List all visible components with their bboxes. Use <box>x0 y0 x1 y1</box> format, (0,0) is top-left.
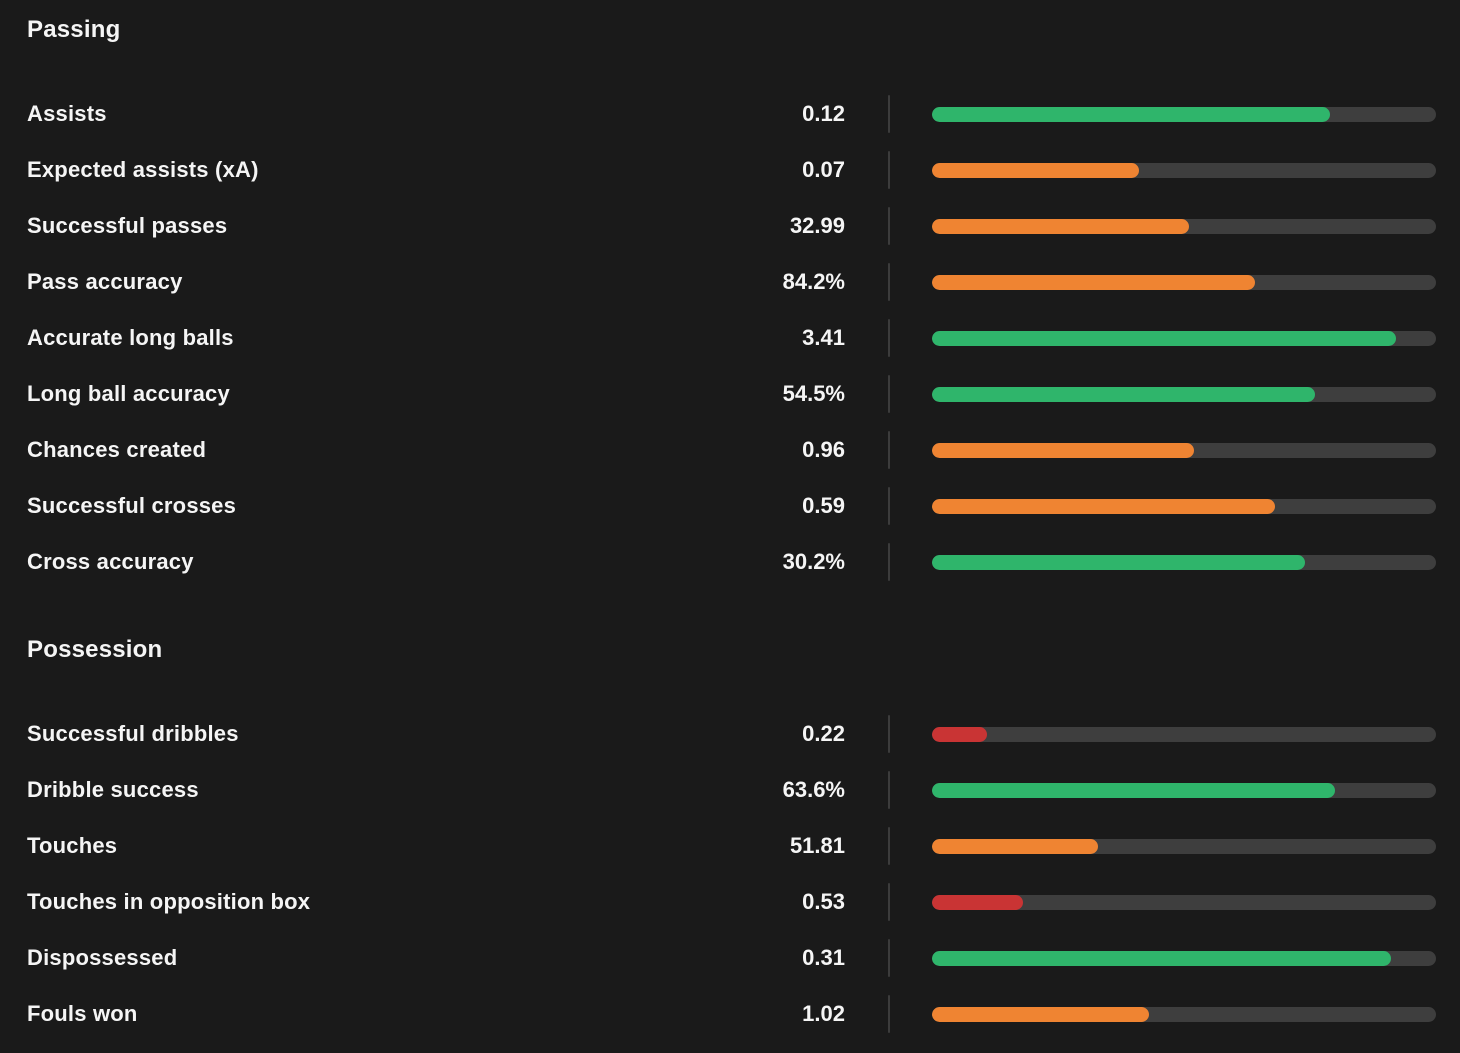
stat-value: 0.07 <box>802 157 845 182</box>
stat-value: 30.2% <box>782 549 845 574</box>
stat-bar-track <box>932 162 1436 178</box>
stat-label: Fouls won <box>27 1001 138 1026</box>
stat-bar-fill <box>932 838 1099 854</box>
stat-value: 32.99 <box>789 213 845 238</box>
stat-bar-fill <box>932 330 1396 346</box>
stat-value: 1.02 <box>802 1001 845 1026</box>
stat-row: Dispossessed 0.31 <box>27 930 1436 986</box>
stat-bar-fill <box>932 218 1190 234</box>
stat-bar-fill <box>932 1006 1149 1022</box>
stat-label: Successful dribbles <box>27 721 239 746</box>
value-bar-divider <box>887 319 890 357</box>
stat-bar-track <box>932 894 1436 910</box>
stat-label: Successful passes <box>27 213 228 238</box>
stat-bar-fill <box>932 950 1391 966</box>
value-bar-divider <box>887 543 890 581</box>
section-title: Passing <box>27 16 121 43</box>
stat-label: Accurate long balls <box>27 325 234 350</box>
stat-value: 0.96 <box>802 437 845 462</box>
value-bar-divider <box>887 431 890 469</box>
stat-bar-track <box>932 1006 1436 1022</box>
stat-value: 0.22 <box>802 721 845 746</box>
stat-bar-fill <box>932 782 1336 798</box>
section-title: Possession <box>27 636 163 663</box>
stat-label: Dispossessed <box>27 945 178 970</box>
stat-bar-track <box>932 386 1436 402</box>
stat-row: Cross accuracy 30.2% <box>27 534 1436 590</box>
stat-bar-fill <box>932 498 1275 514</box>
stat-label: Assists <box>27 101 107 126</box>
stat-row: Successful crosses 0.59 <box>27 478 1436 534</box>
stat-row: Accurate long balls 3.41 <box>27 310 1436 366</box>
stat-row: Fouls won 1.02 <box>27 986 1436 1042</box>
value-bar-divider <box>887 207 890 245</box>
stat-row: Touches in opposition box 0.53 <box>27 874 1436 930</box>
stat-value: 54.5% <box>782 381 845 406</box>
value-bar-divider <box>887 95 890 133</box>
stat-bar-fill <box>932 554 1305 570</box>
stat-label: Chances created <box>27 437 207 462</box>
stat-label: Touches <box>27 833 118 858</box>
stat-bar-track <box>932 838 1436 854</box>
stat-bar-track <box>932 782 1436 798</box>
stats-section: Possession Successful dribbles 0.22 Drib… <box>27 632 1436 1042</box>
stat-value: 0.12 <box>802 101 845 126</box>
stat-row: Long ball accuracy 54.5% <box>27 366 1436 422</box>
stat-label: Touches in opposition box <box>27 889 311 914</box>
section-rows: Assists 0.12 Expected assists (xA) 0.07 … <box>27 86 1436 590</box>
stat-row: Successful dribbles 0.22 <box>27 706 1436 762</box>
section-rows: Successful dribbles 0.22 Dribble success… <box>27 706 1436 1042</box>
stat-bar-track <box>932 442 1436 458</box>
stat-bar-fill <box>932 442 1195 458</box>
stat-bar-track <box>932 726 1436 742</box>
value-bar-divider <box>887 151 890 189</box>
stat-row: Assists 0.12 <box>27 86 1436 142</box>
value-bar-divider <box>887 263 890 301</box>
stat-row: Touches 51.81 <box>27 818 1436 874</box>
stat-value: 0.59 <box>802 493 845 518</box>
stat-bar-fill <box>932 106 1331 122</box>
value-bar-divider <box>887 827 890 865</box>
stat-label: Pass accuracy <box>27 269 183 294</box>
stat-label: Long ball accuracy <box>27 381 230 406</box>
stats-section: Passing Assists 0.12 Expected assists (x… <box>27 12 1436 590</box>
stat-value: 63.6% <box>782 777 845 802</box>
stat-row: Expected assists (xA) 0.07 <box>27 142 1436 198</box>
stat-row: Pass accuracy 84.2% <box>27 254 1436 310</box>
stat-value: 0.31 <box>802 945 845 970</box>
stat-label: Dribble success <box>27 777 199 802</box>
stat-bar-track <box>932 554 1436 570</box>
stat-row: Successful passes 32.99 <box>27 198 1436 254</box>
stat-bar-track <box>932 950 1436 966</box>
stat-bar-fill <box>932 274 1255 290</box>
stat-label: Expected assists (xA) <box>27 157 259 182</box>
value-bar-divider <box>887 715 890 753</box>
stat-bar-track <box>932 274 1436 290</box>
value-bar-divider <box>887 939 890 977</box>
stat-value: 84.2% <box>782 269 845 294</box>
stat-row: Dribble success 63.6% <box>27 762 1436 818</box>
value-bar-divider <box>887 883 890 921</box>
stat-label: Successful crosses <box>27 493 237 518</box>
value-bar-divider <box>887 375 890 413</box>
stat-bar-fill <box>932 894 1023 910</box>
stat-bar-fill <box>932 162 1139 178</box>
stat-bar-fill <box>932 726 988 742</box>
stat-bar-fill <box>932 386 1316 402</box>
stat-bar-track <box>932 218 1436 234</box>
stat-label: Cross accuracy <box>27 549 194 574</box>
value-bar-divider <box>887 771 890 809</box>
stat-bar-track <box>932 498 1436 514</box>
stat-value: 3.41 <box>802 325 845 350</box>
stat-bar-track <box>932 330 1436 346</box>
value-bar-divider <box>887 995 890 1033</box>
stat-bar-track <box>932 106 1436 122</box>
stat-value: 51.81 <box>789 833 845 858</box>
value-bar-divider <box>887 487 890 525</box>
stat-value: 0.53 <box>802 889 845 914</box>
stat-row: Chances created 0.96 <box>27 422 1436 478</box>
